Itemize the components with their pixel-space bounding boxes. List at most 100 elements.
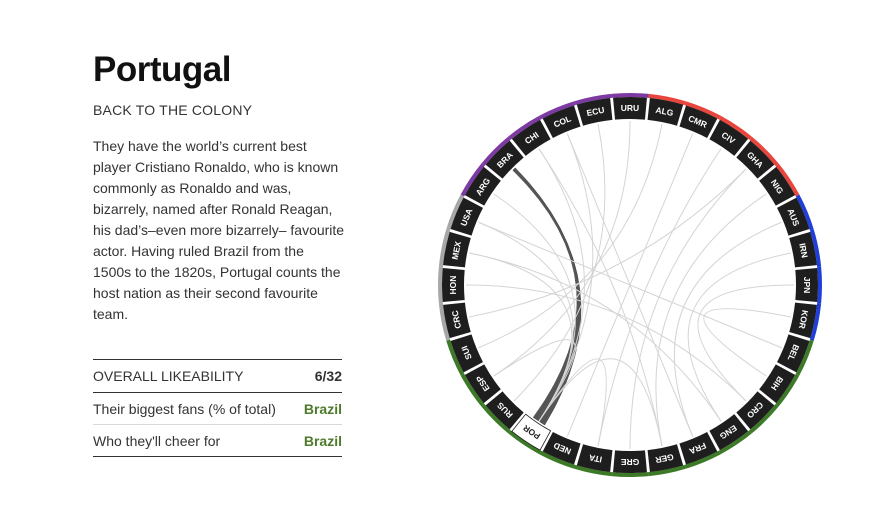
team-segment-kor[interactable] [789, 302, 817, 339]
chord-link-col-fra [566, 133, 694, 437]
team-segment-gre[interactable] [613, 450, 647, 473]
team-segment-bra[interactable] [485, 140, 524, 179]
region-arc-uru [611, 93, 649, 98]
team-panel: Portugal BACK TO THE COLONY They have th… [93, 50, 345, 325]
chord-link-por-esp [493, 339, 576, 422]
region-arc-ita [574, 464, 612, 477]
team-label-ecu: ECU [586, 105, 606, 118]
region-arc-alg [648, 93, 686, 106]
region-arc-bih [775, 373, 800, 407]
team-segment-crc[interactable] [443, 302, 471, 339]
team-segment-sui[interactable] [450, 334, 483, 373]
region-arc-eng [718, 430, 752, 455]
team-label-sui: SUI [459, 344, 474, 361]
chord-diagram: URU ALGCMRCIVGHANIGAUSIRNJPNKORBELBIHCROE… [438, 93, 822, 478]
team-ring [442, 96, 818, 473]
region-arc-ned [539, 450, 576, 469]
region-arc-ger [648, 464, 686, 477]
team-segment-esp[interactable] [464, 364, 501, 404]
team-segment-cro[interactable] [736, 391, 775, 430]
team-segment-alg[interactable] [647, 98, 684, 126]
team-label-crc: CRC [450, 310, 463, 330]
stat-row-cheer-for: Who they'll cheer for Brazil [93, 424, 342, 457]
region-arc-arg [460, 163, 485, 197]
region-arc-bra [481, 136, 511, 166]
stats-table: OVERALL LIKEABILITY 6/32 Their biggest f… [93, 359, 342, 457]
team-segment-ita[interactable] [576, 444, 613, 472]
region-arc-ecu [574, 93, 612, 106]
team-segment-col[interactable] [542, 105, 581, 138]
team-segment-uru[interactable] [613, 96, 647, 120]
chord-link-por-bra [512, 167, 582, 426]
stat-row-biggest-fans: Their biggest fans (% of total) Brazil [93, 392, 342, 425]
team-label-kor: KOR [797, 309, 810, 329]
team-segment-irn[interactable] [789, 231, 817, 268]
team-segment-bel[interactable] [777, 334, 810, 373]
team-segment-bih[interactable] [759, 364, 796, 404]
region-arc-hon [438, 266, 443, 304]
chord-link-sui-alg [478, 124, 663, 349]
team-segment-fra[interactable] [679, 432, 718, 465]
region-arc-esp [460, 373, 485, 407]
stat-label: Their biggest fans (% of total) [93, 392, 300, 425]
chord-link-mex-eng [469, 252, 722, 422]
region-arc-gha [749, 136, 779, 166]
team-segment-hon[interactable] [442, 268, 465, 302]
chord-link-rus-ecu [513, 124, 606, 402]
team-label-uru: URU [621, 103, 639, 113]
region-arc-cro [749, 404, 779, 434]
stat-row-likeability: OVERALL LIKEABILITY 6/32 [93, 359, 342, 393]
team-segment-nig[interactable] [759, 166, 796, 206]
region-arc-cmr [684, 101, 721, 120]
region-arc-sui [446, 339, 465, 376]
team-segment-eng[interactable] [709, 414, 749, 451]
team-description: They have the world’s current best playe… [93, 138, 345, 322]
region-arc-crc [438, 303, 451, 341]
region-ring [438, 93, 822, 478]
team-title: Portugal [93, 50, 231, 89]
team-label-gre: GRE [620, 457, 639, 467]
team-label-jpn: JPN [802, 277, 812, 294]
region-arc-aus [795, 194, 814, 231]
chord-link-gha-crc [469, 168, 747, 318]
team-segment-ecu[interactable] [576, 98, 613, 126]
team-label-hon: HON [448, 276, 458, 295]
region-arc-por [508, 430, 542, 455]
team-segment-mex[interactable] [443, 231, 471, 268]
team-segment-ned[interactable] [542, 432, 581, 465]
team-segment-usa[interactable] [450, 197, 483, 236]
region-arc-nig [775, 163, 800, 197]
team-segment-ger[interactable] [647, 444, 684, 472]
region-arc-civ [718, 115, 752, 140]
stat-label: OVERALL LIKEABILITY [93, 359, 300, 393]
team-segment-aus[interactable] [777, 197, 810, 236]
region-arc-usa [446, 194, 465, 231]
team-subtitle: BACK TO THE COLONY [93, 102, 253, 118]
team-segment-gha[interactable] [736, 140, 775, 179]
team-segment-cmr[interactable] [679, 105, 718, 138]
region-arc-gre [611, 472, 649, 478]
chord-link-por-ger [538, 358, 663, 446]
team-label-mex: MEX [450, 240, 463, 260]
team-segment-chi[interactable] [511, 119, 551, 156]
chord-link-esp-uru [493, 120, 631, 377]
region-arc-fra [684, 450, 721, 469]
team-segment-por[interactable] [511, 413, 552, 451]
team-segment-rus[interactable] [485, 391, 524, 430]
region-arc-chi [508, 115, 542, 140]
chord-link-por-col [538, 133, 594, 422]
stat-value: Brazil [299, 392, 342, 425]
team-segment-jpn[interactable] [795, 268, 818, 302]
stat-label: Who they'll cheer for [93, 424, 300, 457]
chord-links [465, 120, 795, 450]
team-segment-civ[interactable] [709, 119, 749, 156]
team-label-ita: ITA [588, 452, 603, 464]
region-arc-jpn [817, 266, 822, 304]
stat-value: 6/32 [299, 359, 342, 393]
region-arc-irn [809, 229, 822, 267]
region-arc-bel [795, 339, 814, 376]
stat-value: Brazil [299, 424, 342, 457]
team-segment-arg[interactable] [464, 166, 501, 206]
chord-link-chi-ger [538, 148, 663, 446]
region-arc-mex [438, 229, 451, 267]
